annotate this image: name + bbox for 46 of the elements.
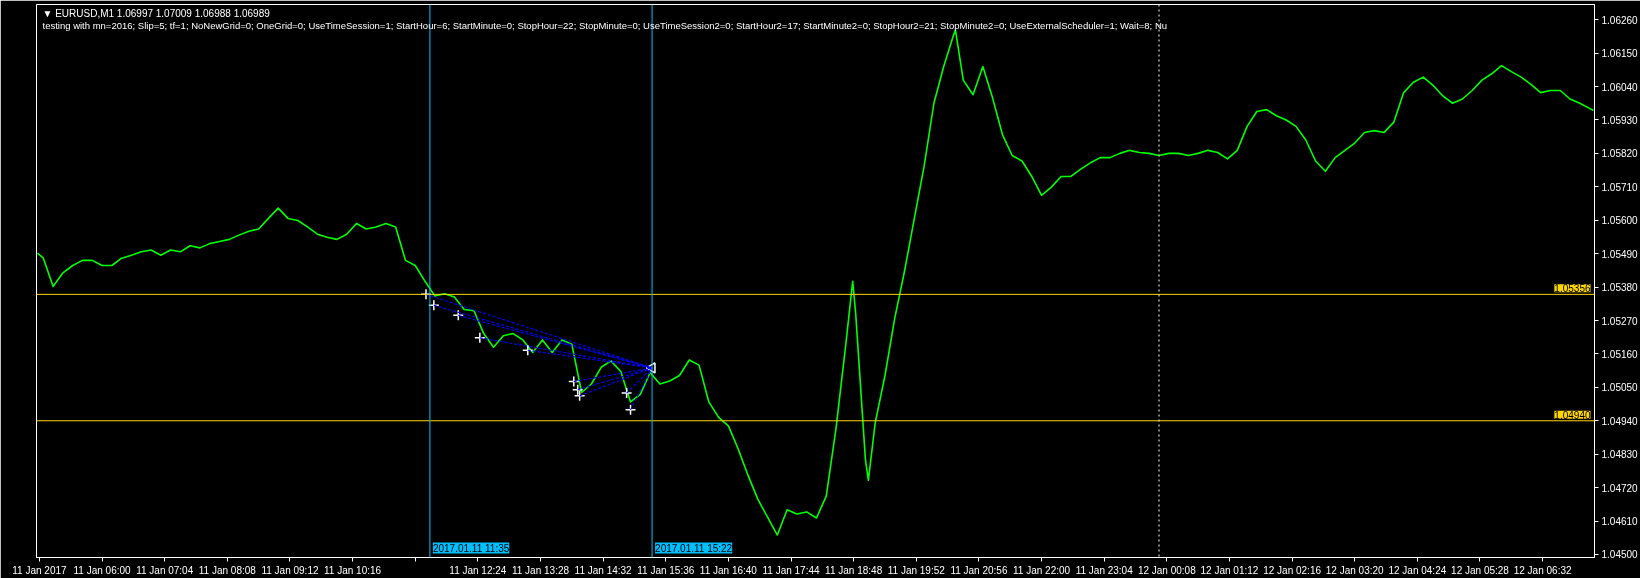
x-tick-label: 11 Jan 20:56: [950, 564, 1008, 576]
x-tick-label: 11 Jan 23:04: [1075, 564, 1134, 576]
y-tick-label: 1.05820: [1601, 148, 1639, 160]
chart-title: ▼ EURUSD,M1 1.06997 1.07009 1.06988 1.06989: [42, 7, 271, 19]
x-tick-label: 11 Jan 06:00: [73, 564, 132, 576]
x-tick-label: 11 Jan 18:48: [825, 564, 883, 576]
x-tick-label: 11 Jan 2017: [12, 564, 68, 576]
y-tick-label: 1.06150: [1601, 48, 1639, 60]
y-tick-label: 1.06040: [1601, 81, 1639, 93]
x-tick-label: 11 Jan 16:40: [699, 564, 758, 576]
x-tick-label: 11 Jan 07:04: [136, 564, 194, 576]
x-tick-label: 11 Jan 08:08: [198, 564, 257, 576]
y-tick-label: 1.04500: [1601, 549, 1639, 561]
ref-line-label: 2017.01.11 15:22: [655, 542, 733, 554]
ref-line-label: 1.04940: [1554, 409, 1591, 421]
x-tick-label: 12 Jan 03:20: [1325, 564, 1385, 576]
x-tick-label: 12 Jan 05:28: [1451, 564, 1510, 576]
x-tick-label: 12 Jan 04:24: [1388, 564, 1447, 576]
x-tick-label: 12 Jan 06:32: [1513, 564, 1572, 576]
y-tick-label: 1.06260: [1601, 14, 1639, 26]
y-tick-label: 1.04720: [1601, 482, 1639, 494]
y-tick-label: 1.05600: [1601, 215, 1639, 227]
x-tick-label: 11 Jan 12:24: [449, 564, 507, 576]
x-tick-label: 11 Jan 17:44: [762, 564, 821, 576]
x-tick-label: 11 Jan 22:00: [1013, 564, 1071, 576]
x-tick-label: 12 Jan 02:16: [1263, 564, 1322, 576]
y-tick-label: 1.05380: [1601, 282, 1639, 294]
y-tick-label: 1.05270: [1601, 315, 1639, 327]
x-tick-label: 11 Jan 14:32: [574, 564, 633, 576]
ref-line-label: 2017.01.11 11:35: [432, 542, 510, 554]
y-tick-label: 1.05710: [1601, 181, 1639, 193]
x-tick-label: 11 Jan 15:36: [637, 564, 695, 576]
x-tick-label: 11 Jan 10:16: [324, 564, 382, 576]
y-tick-label: 1.04940: [1601, 415, 1639, 427]
y-tick-label: 1.05160: [1601, 348, 1639, 360]
y-tick-label: 1.04830: [1601, 449, 1639, 461]
x-tick-label: 11 Jan 19:52: [887, 564, 946, 576]
y-tick-label: 1.05050: [1601, 382, 1639, 394]
y-tick-label: 1.05930: [1601, 114, 1639, 126]
x-tick-label: 12 Jan 01:12: [1200, 564, 1259, 576]
x-tick-label: 11 Jan 09:12: [261, 564, 319, 576]
x-tick-label: 11 Jan 13:28: [511, 564, 570, 576]
y-tick-label: 1.05490: [1601, 248, 1639, 260]
y-tick-label: 1.04610: [1601, 516, 1639, 528]
x-tick-label: 12 Jan 00:08: [1137, 564, 1197, 576]
ref-line-label: 1.05356: [1554, 283, 1591, 295]
